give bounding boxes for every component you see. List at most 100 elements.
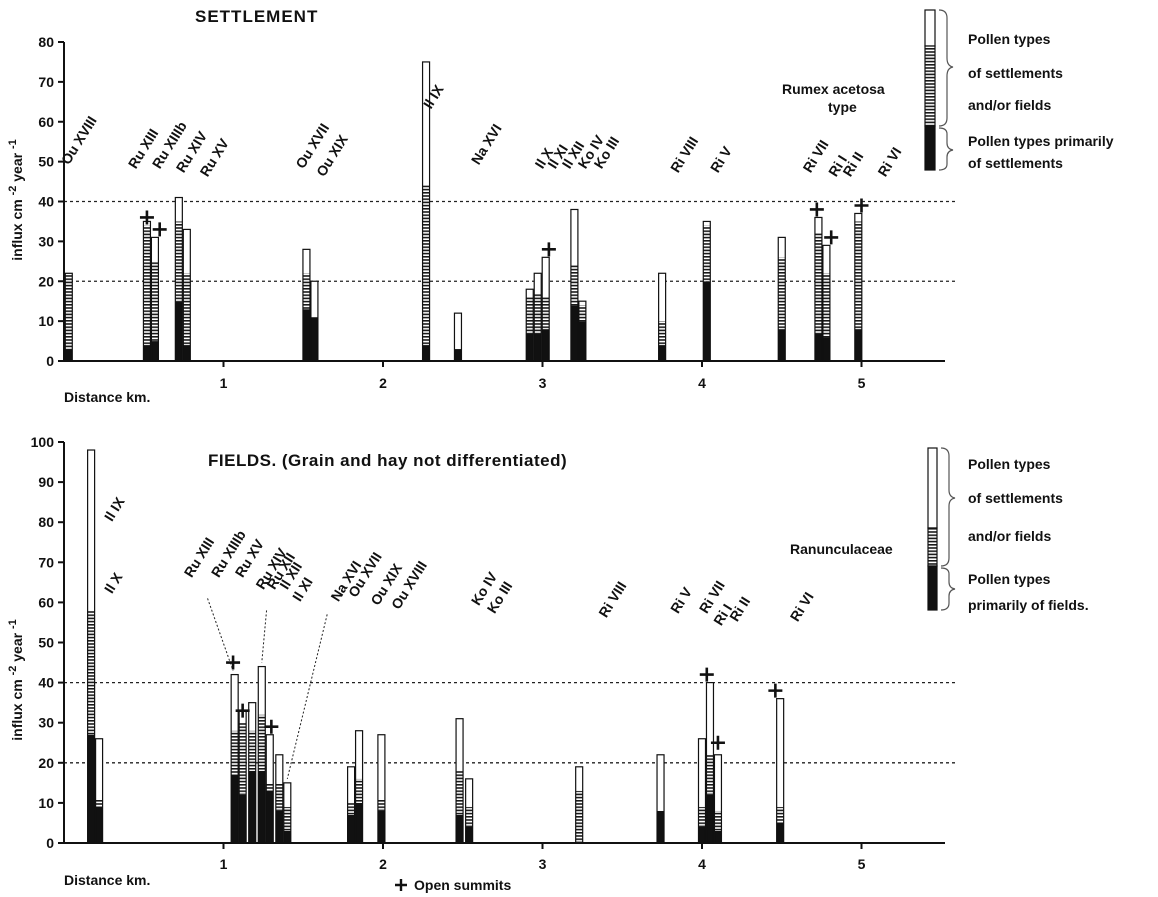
site-label: Ri VIII [595, 579, 629, 620]
legend-middle-line-1: Rumex acetosa [782, 81, 885, 97]
bar-segment [570, 305, 578, 361]
open-summits-footnote: Open summits [395, 877, 511, 893]
bar-segment [578, 305, 586, 322]
bar-segment [657, 754, 665, 811]
bar-segment [283, 830, 291, 843]
bar-segment [65, 273, 73, 350]
bar-outline [347, 766, 356, 844]
legend-swatch-middle [927, 527, 938, 567]
bar-segment [258, 666, 266, 715]
bar-segment [231, 774, 239, 843]
y-tick-label: 50 [38, 154, 54, 170]
bar-outline [182, 228, 191, 362]
bar-segment [454, 313, 462, 350]
bar [453, 312, 463, 362]
bar-segment [302, 249, 310, 274]
site-label: Il IX [101, 494, 128, 524]
bar-segment [714, 754, 722, 811]
leader-line [207, 598, 234, 671]
bar-outline [265, 734, 274, 844]
legend-brace-bottom [940, 567, 956, 611]
bar-segment [778, 237, 786, 258]
bar [174, 196, 183, 362]
y-tick-label: 10 [38, 795, 54, 811]
bar [814, 216, 823, 362]
open-summit-plus-icon [699, 667, 714, 682]
bar-outline [705, 681, 715, 844]
bar-series [87, 449, 785, 844]
bar-segment [534, 273, 542, 294]
y-axis-label-text: influx cm -2 year -1 [7, 619, 25, 741]
x-tick-label: 1 [220, 856, 228, 872]
bar-outline [87, 449, 96, 844]
bar-segment [542, 257, 550, 298]
bar-segment [575, 766, 583, 791]
footnote-text: Open summits [414, 877, 511, 893]
bar-segment [248, 730, 256, 771]
bar-segment [258, 714, 266, 771]
bar-segment [814, 217, 822, 234]
legend-middle-line-2: type [828, 99, 857, 115]
bar [377, 734, 386, 844]
bar-segment [347, 802, 355, 815]
bar-segment [534, 293, 542, 334]
bar-segment [175, 221, 183, 302]
y-tick-label: 40 [38, 194, 54, 210]
open-summit-plus-icon [235, 703, 250, 718]
bar-segment [526, 297, 534, 334]
legend-middle-line-1: Ranunculaceae [790, 541, 893, 557]
bar [465, 778, 474, 844]
bar-segment [239, 794, 247, 843]
leader-lines [207, 598, 328, 779]
bar [713, 754, 723, 844]
bar-segment [778, 329, 786, 361]
bar [265, 734, 274, 844]
bar-outline [174, 196, 183, 362]
bar-outline [776, 698, 785, 844]
bar-segment [422, 345, 430, 361]
y-tick-label: 10 [38, 313, 54, 329]
bar [142, 220, 152, 362]
bar-outline [533, 272, 542, 362]
bar-outline [257, 665, 266, 844]
x-tick-label: 5 [858, 856, 866, 872]
bar-segment [703, 281, 711, 361]
bar-outline [283, 782, 292, 844]
bar-segment [578, 321, 586, 361]
open-summit-plus-icon [809, 202, 824, 217]
site-label: Ri VI [874, 144, 904, 179]
legend-top-line-3: and/or fields [968, 97, 1051, 113]
x-tick-label: 3 [539, 375, 547, 391]
y-tick-label: 50 [38, 635, 54, 651]
x-tick-label: 2 [379, 856, 387, 872]
bar-segment [698, 738, 706, 807]
legend-bottom-line-2: primarily of fields. [968, 597, 1089, 613]
bar-segment [355, 778, 363, 803]
bar-segment [275, 810, 283, 843]
bar [575, 766, 584, 844]
leader-line [261, 610, 268, 663]
legend-swatch-top [924, 9, 936, 47]
bar-segment [578, 301, 586, 306]
bar-outline [354, 730, 364, 844]
open-summit-plus-icon [710, 735, 725, 750]
bar [275, 754, 284, 844]
y-axis-label: influx cm -2 year -1 [7, 619, 25, 741]
bar [702, 220, 711, 362]
bar-segment [776, 698, 784, 807]
bar-segment [183, 345, 191, 361]
bar-segment [706, 794, 714, 843]
y-tick-label: 70 [38, 74, 54, 90]
bar-outline [702, 220, 711, 362]
legend-brace-top [940, 447, 956, 567]
chart-title: FIELDS. (Grain and hay not differentiate… [208, 451, 567, 470]
x-axis-label: Distance km. [64, 872, 150, 888]
x-tick-label: 2 [379, 375, 387, 391]
open-summit-markers [226, 655, 783, 750]
bar-segment [814, 333, 822, 361]
x-tick-label: 5 [858, 375, 866, 391]
bar-segment [822, 273, 830, 338]
bar-segment [87, 610, 95, 735]
